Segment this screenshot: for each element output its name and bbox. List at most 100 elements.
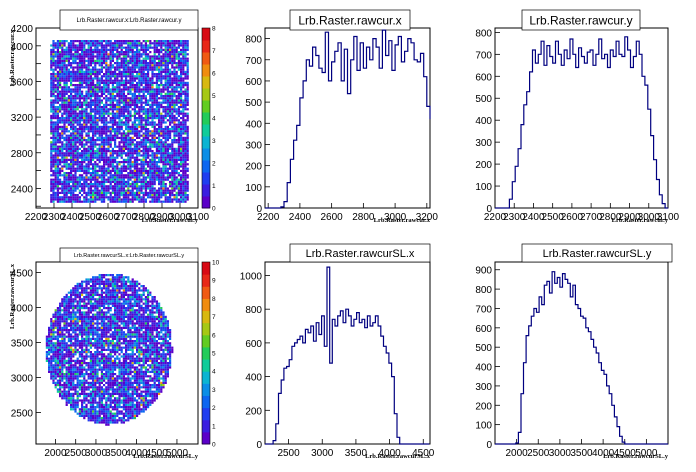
density-cell xyxy=(173,59,176,62)
density-cell xyxy=(155,130,158,133)
density-cell xyxy=(56,329,59,332)
density-cell xyxy=(70,40,73,43)
density-cell xyxy=(144,191,147,194)
density-cell xyxy=(129,46,132,49)
density-cell xyxy=(96,92,99,95)
density-cell xyxy=(56,388,59,391)
density-cell xyxy=(142,147,145,150)
density-cell xyxy=(54,172,57,175)
density-cell xyxy=(114,136,117,139)
density-cell xyxy=(164,40,167,43)
density-cell xyxy=(160,176,163,179)
density-cell xyxy=(186,183,189,186)
density-cell xyxy=(180,145,183,148)
density-cell xyxy=(136,183,139,186)
density-cell xyxy=(166,97,169,100)
density-cell xyxy=(133,174,136,177)
density-cell xyxy=(98,51,101,54)
density-cell xyxy=(96,178,99,181)
density-cell xyxy=(131,51,134,54)
density-cell xyxy=(120,119,123,122)
density-cell xyxy=(56,59,59,62)
density-cell xyxy=(177,198,180,201)
density-cell xyxy=(74,311,77,314)
density-cell xyxy=(103,154,106,157)
density-cell xyxy=(175,163,178,166)
density-cell xyxy=(160,185,163,188)
density-cell xyxy=(147,57,150,60)
density-cell xyxy=(50,158,53,161)
density-cell xyxy=(173,180,176,183)
density-cell xyxy=(87,161,90,164)
density-cell xyxy=(147,130,150,133)
density-cell xyxy=(87,57,90,60)
density-cell xyxy=(182,68,185,71)
density-cell xyxy=(72,392,75,395)
density-cell xyxy=(72,304,75,307)
density-cell xyxy=(111,196,114,199)
density-cell xyxy=(116,121,119,124)
density-cell xyxy=(72,110,75,113)
density-cell xyxy=(98,55,101,58)
density-cell xyxy=(50,178,53,181)
density-cell xyxy=(184,139,187,142)
density-cell xyxy=(96,55,99,58)
density-cell xyxy=(116,106,119,109)
density-cell xyxy=(164,97,167,100)
density-cell xyxy=(147,121,150,124)
density-cell xyxy=(147,108,150,111)
density-cell xyxy=(180,134,183,137)
density-cell xyxy=(52,77,55,80)
density-cell xyxy=(52,344,55,347)
density-cell xyxy=(151,156,154,159)
density-cell xyxy=(158,196,161,199)
density-cell xyxy=(147,150,150,153)
density-cell xyxy=(186,86,189,89)
density-cell xyxy=(70,344,73,347)
density-cell xyxy=(74,406,77,409)
density-cell xyxy=(70,196,73,199)
density-cell xyxy=(100,75,103,78)
density-cell xyxy=(182,92,185,95)
density-cell xyxy=(72,103,75,106)
density-cell xyxy=(177,150,180,153)
density-cell xyxy=(54,185,57,188)
density-cell xyxy=(107,134,110,137)
density-cell xyxy=(72,187,75,190)
density-cell xyxy=(114,156,117,159)
density-cell xyxy=(186,66,189,69)
density-cell xyxy=(129,51,132,54)
density-cell xyxy=(78,130,81,133)
density-cell xyxy=(72,373,75,376)
density-cell xyxy=(186,130,189,133)
density-cell xyxy=(180,86,183,89)
density-cell xyxy=(94,106,97,109)
density-cell xyxy=(63,309,66,312)
density-cell xyxy=(105,81,108,84)
density-cell xyxy=(65,185,68,188)
density-cell xyxy=(50,187,53,190)
density-cell xyxy=(81,134,84,137)
density-cell xyxy=(50,342,53,345)
density-cell xyxy=(100,200,103,203)
density-cell xyxy=(138,66,141,69)
density-cell xyxy=(81,53,84,56)
density-cell xyxy=(182,200,185,203)
density-cell xyxy=(144,150,147,153)
density-cell xyxy=(164,44,167,47)
density-cell xyxy=(87,200,90,203)
density-cell xyxy=(61,180,64,183)
density-cell xyxy=(105,88,108,91)
density-cell xyxy=(133,106,136,109)
density-cell xyxy=(166,42,169,45)
density-cell xyxy=(56,40,59,43)
density-cell xyxy=(65,119,68,122)
density-cell xyxy=(78,154,81,157)
density-cell xyxy=(52,121,55,124)
density-cell xyxy=(109,134,112,137)
density-cell xyxy=(133,156,136,159)
density-cell xyxy=(107,90,110,93)
density-cell xyxy=(56,147,59,150)
density-cell xyxy=(54,59,57,62)
density-cell xyxy=(103,176,106,179)
